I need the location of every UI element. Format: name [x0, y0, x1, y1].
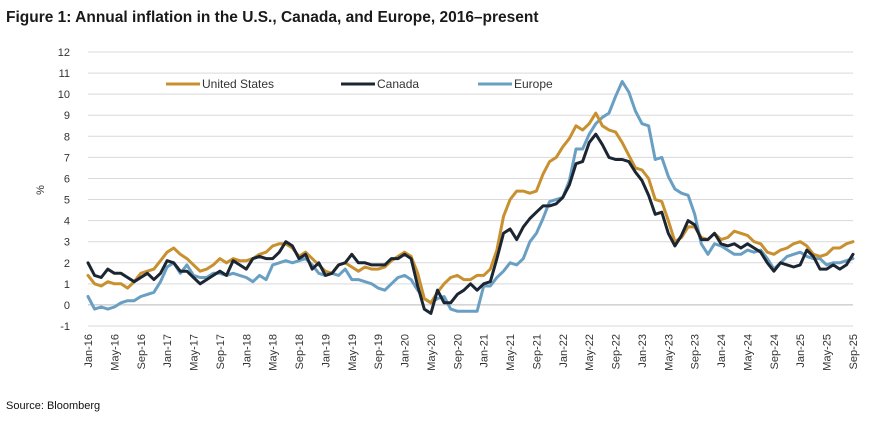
y-tick-label: 3 [64, 237, 70, 249]
x-tick-label: Jan-19 [320, 334, 332, 368]
figure-title: Figure 1: Annual inflation in the U.S., … [6, 9, 539, 26]
series-lines [86, 80, 855, 315]
y-axis-label: % [35, 185, 47, 195]
y-tick-label: 11 [59, 68, 70, 80]
y-tick-label: -1 [60, 321, 70, 333]
x-axis-ticks: Jan-16 May-16 Sep-16 Jan-17 May-17 Sep-17 Jan-… [83, 334, 860, 371]
x-tick-label: Jan-24 [716, 334, 728, 368]
x-tick-label: May-18 [268, 334, 280, 371]
x-tick-label: Jan-22 [558, 334, 570, 368]
x-tick-label: May-19 [347, 334, 359, 371]
x-tick-label: Sep-20 [452, 334, 464, 369]
x-tick-label: Sep-23 [690, 334, 702, 369]
x-tick-label: Sep-18 [294, 334, 306, 369]
x-tick-label: Sep-22 [611, 334, 623, 369]
y-tick-label: 1 [64, 279, 70, 291]
x-tick-label: Jan-21 [479, 334, 491, 368]
series-line-united-states [86, 111, 855, 305]
x-tick-label: May-17 [189, 334, 201, 371]
y-tick-label: 0 [64, 300, 70, 312]
x-tick-label: Jan-25 [795, 334, 807, 368]
series-line-canada [86, 132, 855, 315]
x-tick-label: Jan-16 [83, 334, 95, 368]
legend-label: Europe [514, 77, 553, 91]
y-tick-label: 7 [64, 152, 70, 164]
legend: United States Canada Europe [166, 77, 553, 91]
x-tick-label: Jan-20 [400, 334, 412, 368]
x-tick-label: Jan-18 [241, 334, 253, 368]
x-tick-label: Sep-24 [769, 334, 781, 369]
y-tick-label: 10 [58, 89, 70, 101]
x-tick-label: Jan-17 [162, 334, 174, 368]
x-tick-label: Sep-17 [215, 334, 227, 369]
x-tick-label: May-16 [109, 334, 121, 371]
y-tick-label: 12 [58, 47, 70, 59]
x-tick-label: May-24 [742, 334, 754, 371]
y-tick-label: 9 [64, 110, 70, 122]
x-tick-label: Sep-19 [373, 334, 385, 369]
y-tick-label: 6 [64, 173, 70, 185]
y-tick-label: 5 [64, 195, 70, 207]
x-tick-label: May-23 [663, 334, 675, 371]
x-tick-label: Jan-23 [637, 334, 649, 368]
y-tick-label: 2 [64, 258, 70, 270]
x-tick-label: May-20 [426, 334, 438, 371]
source-note: Source: Bloomberg [6, 400, 101, 412]
gridlines [88, 51, 853, 327]
x-tick-label: May-21 [505, 334, 517, 371]
x-tick-label: May-25 [822, 334, 834, 371]
legend-label: Canada [377, 77, 419, 91]
x-tick-label: Sep-25 [848, 334, 860, 369]
y-tick-label: 8 [64, 131, 70, 143]
legend-label: United States [202, 77, 274, 91]
series-line-europe [86, 80, 855, 313]
x-tick-label: Sep-16 [136, 334, 148, 369]
y-tick-label: 4 [64, 216, 70, 228]
x-tick-label: May-22 [584, 334, 596, 371]
x-tick-label: Sep-21 [531, 334, 543, 369]
